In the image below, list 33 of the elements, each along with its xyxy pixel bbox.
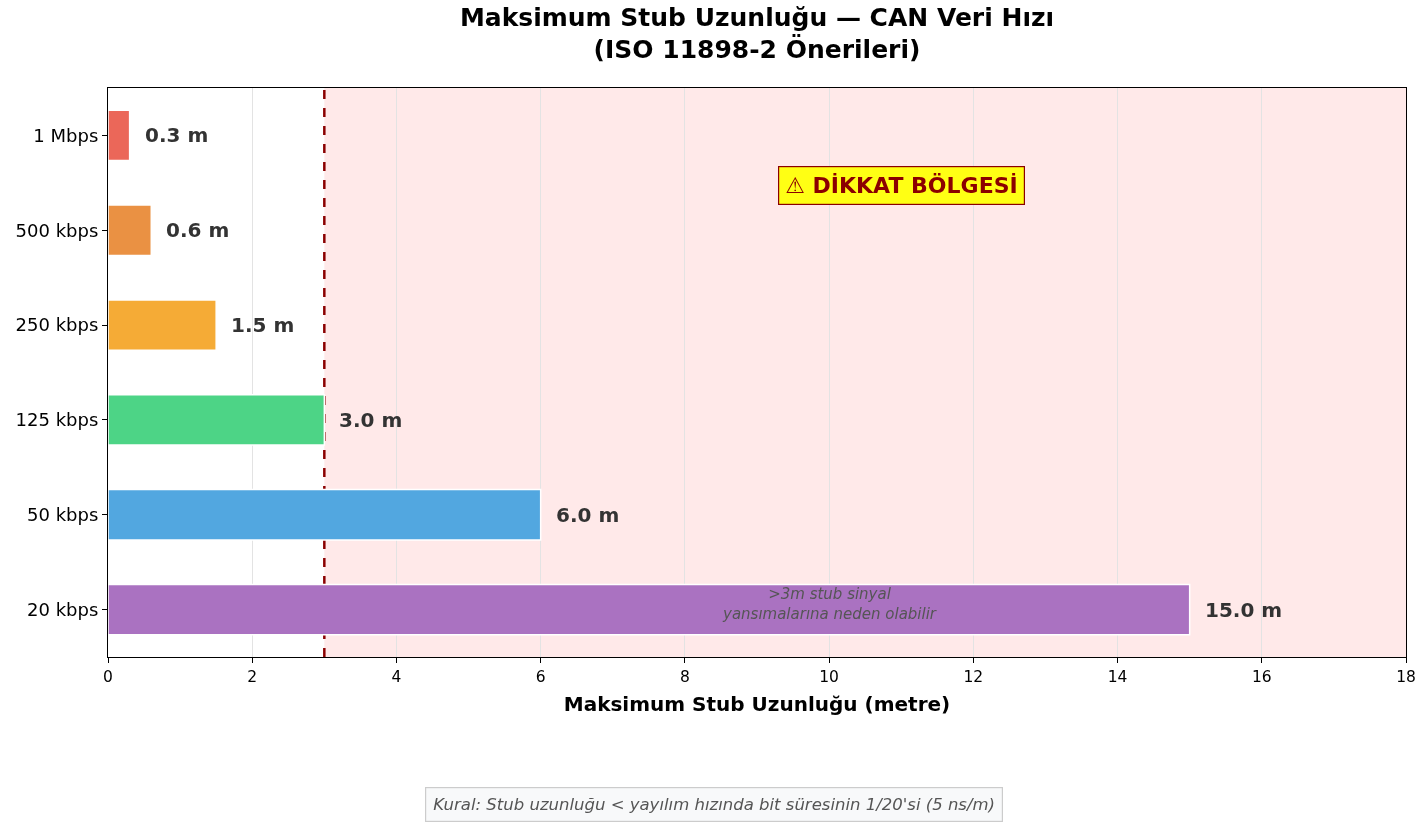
annotation: >3m stub sinyal yansımalarına neden olabilir [722, 585, 937, 623]
chart-title: Maksimum Stub Uzunluğu — CAN Veri Hızı (ISO 11898-2 Önerileri) [459, 2, 1055, 64]
text: Kural: Stub uzunluğu < yayılım hızında bit süresinin 1/20'si (5 ns/m) [433, 795, 996, 815]
x-tick-label: 8 [679, 667, 690, 686]
data-label: 3.0 m [339, 408, 403, 432]
bar [108, 299, 217, 351]
x-tick-label: 14 [1107, 667, 1128, 686]
data-label: 6.0 m [556, 503, 620, 527]
bar [108, 583, 1191, 636]
data-label: 0.6 m [166, 218, 230, 242]
band-label: ⚠ DİKKAT BÖLGESİ [785, 173, 1018, 199]
x-tick-label: 2 [247, 667, 258, 686]
data-label: 15.0 m [1205, 598, 1283, 622]
x-tick-label: 4 [391, 667, 402, 686]
bar [108, 488, 542, 541]
x-axis-title: Maksimum Stub Uzunluğu (metre) [563, 692, 951, 717]
x-tick-label: 6 [535, 667, 546, 686]
x-tick-label: 12 [963, 667, 984, 686]
bar [108, 394, 326, 446]
y-tick-label: 1 Mbps [33, 124, 99, 146]
x-tick-label: 10 [819, 667, 839, 686]
y-tick-label: 125 kbps [15, 409, 99, 431]
x-tick-label: 16 [1251, 667, 1272, 686]
data-label: 1.5 m [231, 313, 295, 337]
x-tick-label: 18 [1396, 667, 1416, 686]
y-tick-label: 500 kbps [15, 219, 99, 241]
y-tick-label: 50 kbps [27, 504, 99, 526]
x-tick-label: 0 [103, 667, 113, 686]
y-tick-label: 250 kbps [15, 314, 99, 336]
data-label: 0.3 m [145, 123, 209, 147]
bar [108, 204, 153, 257]
bar [108, 109, 131, 162]
y-tick-label: 20 kbps [27, 598, 99, 620]
